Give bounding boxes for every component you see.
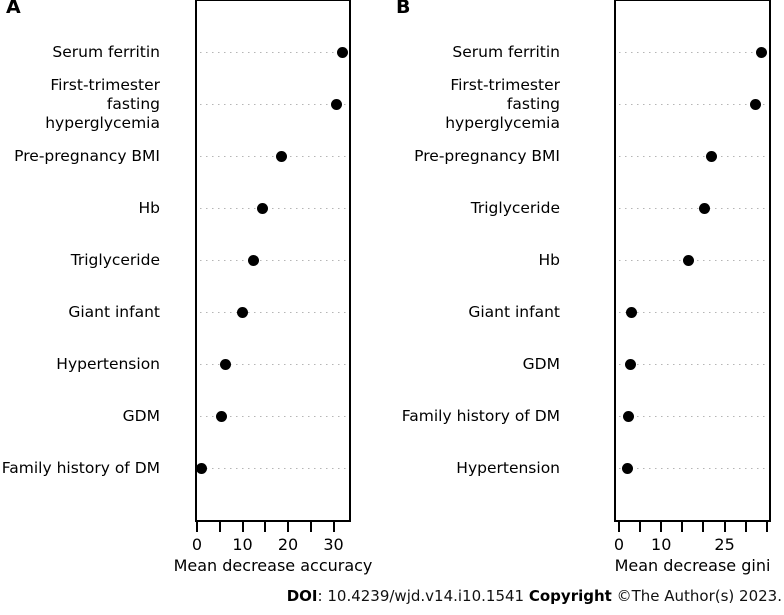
x-tick: [765, 520, 768, 532]
grid-dotted-line: [200, 364, 346, 365]
grid-dotted-line: [200, 260, 346, 261]
plot-box-b: [614, 0, 771, 522]
grid-dotted-line: [200, 104, 346, 105]
category-label: Hypertension: [56, 354, 160, 373]
x-tick: [287, 520, 290, 532]
category-label: Pre-pregnancy BMI: [14, 146, 160, 165]
grid-dotted-line: [200, 468, 346, 469]
data-point: [275, 150, 287, 162]
x-tick: [218, 520, 221, 532]
x-tick: [681, 520, 684, 532]
grid-dotted-line: [619, 52, 766, 53]
grid-dotted-line: [619, 468, 766, 469]
data-point: [195, 462, 207, 474]
category-label: Triglyceride: [70, 250, 160, 269]
x-tick-label: 0: [191, 535, 203, 554]
copyright-value: ©The Author(s) 2023.: [611, 587, 782, 605]
panel-letter-a: A: [6, 0, 21, 18]
grid-dotted-line: [200, 312, 346, 313]
data-point: [256, 202, 268, 214]
data-point: [622, 462, 634, 474]
x-tick: [241, 520, 244, 532]
data-point: [331, 98, 343, 110]
x-tick-label: 10: [232, 535, 253, 554]
x-tick: [196, 520, 198, 532]
grid-dotted-line: [619, 416, 766, 417]
x-tick: [744, 520, 747, 532]
grid-dotted-line: [619, 156, 766, 157]
grid-dotted-line: [200, 208, 346, 209]
grid-dotted-line: [619, 312, 766, 313]
category-label: First-trimester fasting hyperglycemia: [45, 75, 160, 132]
doi-value: : 10.4239/wjd.v14.i10.1541: [317, 587, 529, 605]
data-point: [749, 98, 761, 110]
data-point: [623, 410, 635, 422]
x-tick-label: 0: [613, 535, 625, 554]
doi-label: DOI: [286, 587, 318, 605]
grid-dotted-line: [200, 416, 346, 417]
data-point: [247, 254, 259, 266]
x-tick: [723, 520, 726, 532]
category-label: Giant infant: [68, 302, 160, 321]
category-label: First-trimester fasting hyperglycemia: [445, 75, 560, 132]
data-point: [682, 254, 694, 266]
data-point: [215, 410, 227, 422]
category-label: Family history of DM: [401, 406, 560, 425]
data-point: [220, 358, 232, 370]
category-label: Giant infant: [468, 302, 560, 321]
category-label: Pre-pregnancy BMI: [414, 146, 560, 165]
x-tick: [309, 520, 312, 532]
category-label: Hb: [138, 198, 161, 217]
x-tick: [639, 520, 642, 532]
category-label: GDM: [522, 354, 560, 373]
x-tick: [660, 520, 663, 532]
x-tick-label: 20: [277, 535, 299, 554]
data-point: [706, 150, 718, 162]
data-point: [237, 306, 248, 318]
x-tick-label: 30: [323, 535, 344, 554]
data-point: [625, 306, 637, 318]
x-tick: [332, 520, 335, 532]
x-axis-title: Mean decrease accuracy: [173, 556, 373, 575]
data-point: [625, 358, 637, 370]
grid-dotted-line: [619, 208, 766, 209]
x-tick: [617, 520, 620, 532]
category-label: Serum ferritin: [452, 42, 560, 61]
panel-letter-b: B: [396, 0, 411, 18]
category-label: Serum ferritin: [52, 42, 160, 61]
doi-copyright-line: DOI: 10.4239/wjd.v14.i10.1541 Copyright …: [287, 587, 782, 605]
data-point: [699, 202, 711, 214]
data-point: [337, 46, 349, 58]
grid-dotted-line: [619, 364, 766, 365]
category-label: Family history of DM: [1, 458, 160, 477]
x-tick: [702, 520, 705, 532]
x-tick: [264, 520, 267, 532]
x-tick-label: 10: [651, 535, 672, 554]
data-point: [756, 46, 768, 58]
grid-dotted-line: [619, 104, 766, 105]
category-label: Triglyceride: [470, 198, 560, 217]
plot-box-a: [195, 0, 351, 522]
x-axis-title: Mean decrease gini: [614, 556, 771, 575]
category-label: Hypertension: [456, 458, 560, 477]
x-tick-label: 25: [714, 535, 735, 554]
grid-dotted-line: [200, 156, 346, 157]
category-label: Hb: [538, 250, 561, 269]
category-label: GDM: [122, 406, 160, 425]
grid-dotted-line: [200, 52, 346, 53]
copyright-label: Copyright: [528, 587, 612, 605]
